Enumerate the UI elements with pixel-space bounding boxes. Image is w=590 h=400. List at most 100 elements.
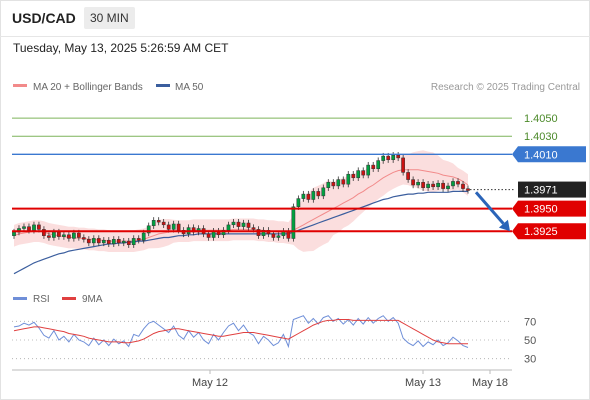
timestamp: Tuesday, May 13, 2025 5:26:59 AM CET: [13, 41, 229, 55]
bollinger-band-area: [14, 150, 468, 252]
candle-body: [431, 183, 435, 188]
rsi-layer: 70 50 30: [12, 315, 536, 366]
price-level-label: 1.4010: [524, 149, 558, 161]
candle-body: [396, 154, 401, 159]
candle-body: [236, 221, 241, 227]
candle-body: [296, 198, 301, 207]
candle-body: [376, 160, 381, 169]
current-price-tag: [518, 181, 586, 198]
candle-body: [451, 181, 455, 187]
candle-body: [241, 222, 246, 227]
candle-body: [126, 240, 131, 245]
candle-body: [32, 224, 36, 231]
candle-body: [47, 235, 51, 238]
price-layer: [12, 150, 470, 275]
candle-body: [141, 232, 146, 241]
candle-body: [106, 239, 111, 245]
candle-body: [456, 181, 460, 185]
candle-body: [166, 224, 171, 230]
candle-body: [401, 157, 405, 173]
candle-body: [206, 233, 211, 238]
candle-body: [156, 220, 161, 223]
rsi-tick-label: 50: [524, 335, 536, 347]
candle-body: [331, 182, 336, 187]
candle-body: [466, 188, 470, 191]
candle-body: [321, 187, 326, 197]
rsi-tick-label: 30: [524, 354, 536, 366]
candle-body: [231, 221, 236, 226]
price-level-label: 1.3925: [524, 226, 558, 238]
candle-body: [291, 206, 296, 239]
ma50-line: [13, 190, 468, 275]
candle-body: [81, 237, 86, 240]
candle-body: [27, 226, 31, 231]
candle-body: [12, 231, 16, 236]
rsi-tick-label: 70: [524, 316, 536, 328]
candle-body: [371, 164, 376, 169]
candle-body: [286, 230, 291, 239]
candle-body: [351, 173, 356, 179]
candle-body: [226, 224, 231, 231]
candle-body: [121, 240, 126, 244]
candle-body: [86, 239, 91, 244]
candle-body: [72, 232, 76, 239]
candle-body: [411, 179, 415, 186]
candle-body: [37, 224, 41, 230]
ma50-legend-label: MA 50: [175, 82, 204, 93]
candle-body: [326, 182, 331, 188]
candle-body: [301, 193, 306, 199]
candle-body: [441, 182, 445, 189]
rsi-line: [13, 315, 469, 349]
candle-body: [171, 223, 176, 230]
timeframe-button[interactable]: 30 MIN: [84, 7, 135, 29]
candle-body: [111, 239, 116, 245]
candle-body: [271, 233, 276, 238]
price-level-label: 1.4030: [524, 131, 558, 143]
candle-body: [77, 232, 81, 238]
candle-body: [42, 229, 46, 236]
rsi-legend-swatch: [13, 297, 27, 300]
rsi-ma-line: [13, 319, 468, 345]
price-level-tag: 1.3950: [512, 200, 586, 217]
candle-body: [421, 182, 425, 188]
candle-body: [131, 238, 136, 245]
time-axis-label: May 13: [405, 377, 441, 389]
time-axis-label: May 12: [192, 377, 228, 389]
levels-layer: 1.4050 1.4030 1.4010 1.3950 1.3925 1.3971: [12, 113, 586, 240]
candle-body: [361, 170, 366, 176]
price-level-label: 1.4050: [524, 113, 558, 125]
candle-body: [151, 220, 156, 226]
candle-body: [386, 155, 391, 160]
candle-body: [276, 235, 281, 238]
candle-body: [346, 173, 351, 185]
candle-body: [67, 234, 71, 239]
candle-body: [366, 164, 371, 176]
candle-body: [146, 225, 151, 234]
current-price-label: 1.3971: [524, 185, 558, 197]
price-level-tag-bg: [512, 223, 586, 240]
rsi-ma-legend-swatch: [62, 297, 76, 300]
candle-body: [62, 234, 66, 237]
price-level-tag-bg: [512, 200, 586, 217]
price-level-tag: 1.3925: [512, 223, 586, 240]
candle-body: [161, 221, 166, 226]
rsi-ma-legend-label: 9MA: [82, 294, 103, 305]
forecast-arrow-head: [498, 219, 510, 232]
candle-body: [246, 222, 251, 228]
candle-body: [391, 154, 396, 160]
candle-body: [336, 179, 341, 187]
candle-body: [461, 183, 465, 189]
time-axis: May 12 May 13 May 18: [192, 370, 508, 389]
candle-body: [91, 238, 96, 244]
candle-body: [251, 227, 256, 230]
bollinger-legend-label: MA 20 + Bollinger Bands: [33, 82, 143, 93]
candle-body: [306, 193, 311, 200]
candle-body: [101, 239, 106, 244]
header-bar: USD/CAD 30 MIN: [0, 0, 590, 37]
candle-body: [406, 172, 410, 180]
price-level-label: 1.3950: [524, 204, 558, 216]
forecast-arrow-shaft: [474, 191, 505, 225]
candle-body: [96, 238, 101, 244]
candle-body: [356, 170, 361, 179]
